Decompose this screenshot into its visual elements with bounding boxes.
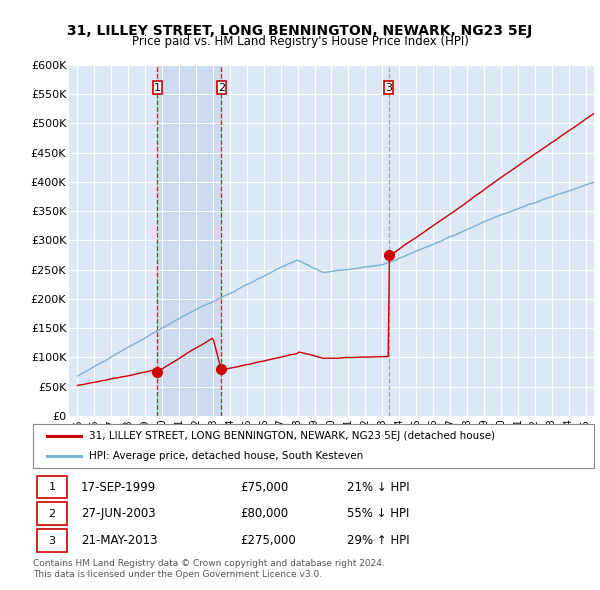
Text: 2: 2 <box>49 509 56 519</box>
FancyBboxPatch shape <box>152 81 162 94</box>
Text: 27-JUN-2003: 27-JUN-2003 <box>80 507 155 520</box>
Text: 3: 3 <box>49 536 56 546</box>
Text: 1: 1 <box>154 83 161 93</box>
Text: 1: 1 <box>49 482 56 492</box>
FancyBboxPatch shape <box>37 476 67 499</box>
Text: £75,000: £75,000 <box>241 480 289 493</box>
Text: £275,000: £275,000 <box>241 535 296 548</box>
Text: 29% ↑ HPI: 29% ↑ HPI <box>347 535 410 548</box>
FancyBboxPatch shape <box>37 529 67 552</box>
Text: Price paid vs. HM Land Registry's House Price Index (HPI): Price paid vs. HM Land Registry's House … <box>131 35 469 48</box>
FancyBboxPatch shape <box>384 81 394 94</box>
Text: 21% ↓ HPI: 21% ↓ HPI <box>347 480 410 493</box>
Text: 17-SEP-1999: 17-SEP-1999 <box>80 480 156 493</box>
Text: Contains HM Land Registry data © Crown copyright and database right 2024.: Contains HM Land Registry data © Crown c… <box>33 559 385 568</box>
Text: 55% ↓ HPI: 55% ↓ HPI <box>347 507 410 520</box>
Text: HPI: Average price, detached house, South Kesteven: HPI: Average price, detached house, Sout… <box>89 451 364 461</box>
Text: 3: 3 <box>385 83 392 93</box>
Bar <box>157 65 221 416</box>
Text: 31, LILLEY STREET, LONG BENNINGTON, NEWARK, NG23 5EJ (detached house): 31, LILLEY STREET, LONG BENNINGTON, NEWA… <box>89 431 495 441</box>
Text: This data is licensed under the Open Government Licence v3.0.: This data is licensed under the Open Gov… <box>33 570 322 579</box>
Text: 21-MAY-2013: 21-MAY-2013 <box>80 535 157 548</box>
Text: £80,000: £80,000 <box>241 507 289 520</box>
FancyBboxPatch shape <box>37 503 67 525</box>
Text: 2: 2 <box>218 83 225 93</box>
Text: 31, LILLEY STREET, LONG BENNINGTON, NEWARK, NG23 5EJ: 31, LILLEY STREET, LONG BENNINGTON, NEWA… <box>67 24 533 38</box>
FancyBboxPatch shape <box>217 81 226 94</box>
